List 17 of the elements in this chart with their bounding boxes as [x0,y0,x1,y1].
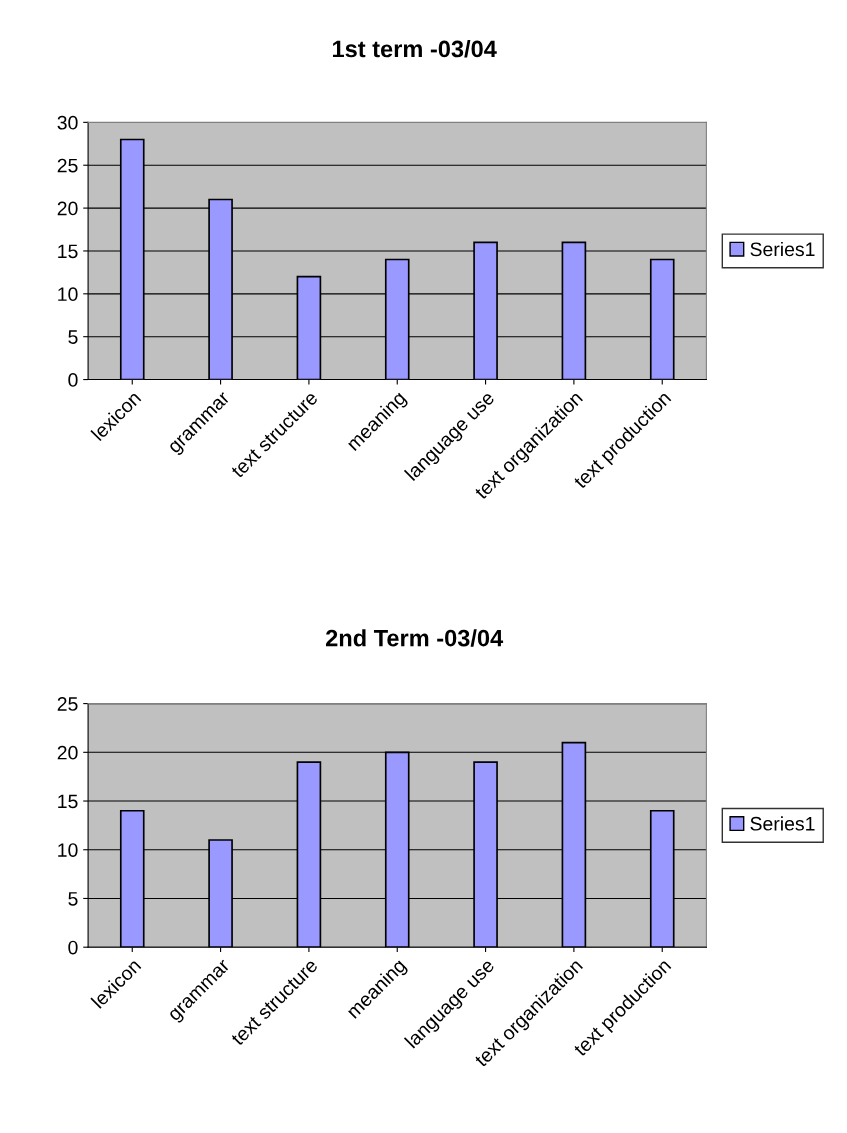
y-tick-label: 15 [58,244,78,259]
chart-title: 2nd Term -03/04 [325,629,504,647]
y-tick-label: 15 [58,794,78,809]
y-tick-label: 20 [57,201,78,216]
legend-label: Series1 [750,816,815,831]
y-tick-label: 0 [68,940,78,955]
y-tick-label: 0 [68,373,78,387]
y-tick-label: 5 [68,330,78,344]
y-tick-label: 25 [57,697,78,711]
y-tick-label: 10 [58,843,78,857]
y-tick-label: 10 [58,287,78,302]
y-tick-label: 30 [57,115,78,130]
legend-label: Series1 [750,241,815,257]
y-tick-label: 5 [68,892,78,906]
y-tick-label: 20 [57,745,78,760]
chart-title: 1st term -03/04 [332,39,497,58]
y-tick-label: 25 [57,158,78,173]
